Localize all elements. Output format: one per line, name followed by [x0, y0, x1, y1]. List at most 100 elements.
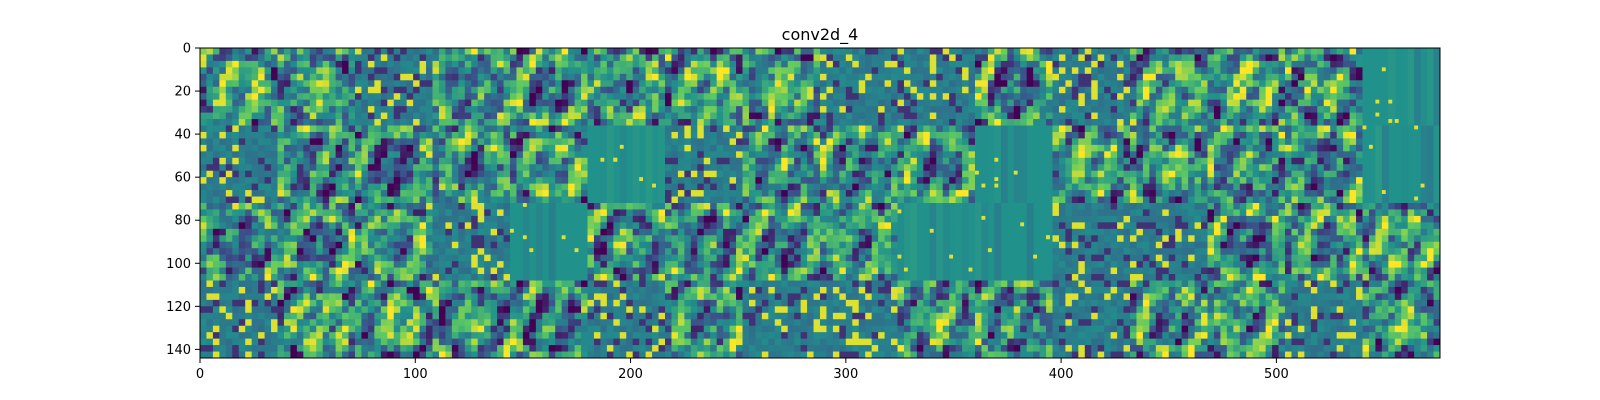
activation-pixel [1213, 73, 1221, 81]
activation-pixel [1272, 196, 1279, 204]
activation-pixel [296, 222, 304, 230]
activation-pixel [309, 48, 317, 55]
activation-pixel [723, 254, 730, 262]
activation-pixel [471, 112, 479, 120]
activation-pixel [516, 80, 524, 88]
activation-pixel [296, 138, 304, 146]
activation-pixel [245, 190, 253, 197]
activation-pixel [419, 261, 427, 268]
activation-pixel [1097, 67, 1105, 75]
activation-pixel [342, 99, 349, 107]
activation-pixel [665, 177, 672, 185]
activation-pixel [645, 203, 653, 210]
activation-pixel [438, 274, 446, 281]
activation-pixel [574, 112, 582, 120]
activation-pixel [929, 106, 937, 113]
activation-pixel [561, 125, 569, 133]
activation-pixel [1272, 119, 1279, 126]
activation-pixel [929, 196, 937, 204]
activation-pixel [832, 190, 840, 197]
activation-pixel [484, 144, 492, 152]
activation-pixel [955, 73, 963, 81]
activation-pixel [1020, 67, 1028, 75]
activation-pixel [807, 73, 814, 81]
activation-pixel [1155, 138, 1163, 146]
activation-pixel [884, 131, 892, 139]
activation-pixel [1201, 190, 1208, 197]
activation-pixel [471, 261, 479, 268]
activation-pixel [1259, 73, 1267, 81]
activation-pixel [723, 151, 730, 159]
activation-pixel [871, 119, 879, 126]
activation-pixel [484, 67, 492, 75]
activation-pixel [1226, 67, 1234, 75]
activation-pixel [723, 80, 730, 88]
activation-pixel [1142, 106, 1150, 113]
activation-pixel [451, 99, 459, 107]
activation-pixel [1175, 125, 1183, 133]
activation-pixel [1071, 99, 1079, 107]
activation-pixel [1084, 183, 1092, 191]
activation-pixel [271, 196, 278, 204]
activation-pixel [393, 177, 401, 185]
activation-pixel [962, 190, 969, 197]
activation-pixel [510, 228, 514, 233]
activation-pixel [1336, 73, 1344, 81]
activation-pixel [1052, 48, 1060, 55]
activation-pixel [832, 93, 840, 101]
activation-pixel [484, 241, 492, 249]
activation-pixel [1297, 177, 1305, 185]
activation-pixel [1246, 190, 1254, 197]
activation-pixel [574, 106, 582, 113]
activation-pixel [464, 203, 472, 210]
activation-pixel [626, 222, 634, 230]
activation-pixel [1149, 86, 1157, 94]
activation-pixel [981, 80, 989, 88]
activation-pixel [1130, 99, 1137, 107]
activation-pixel [665, 222, 672, 230]
activation-pixel [1265, 131, 1273, 139]
activation-pixel [219, 54, 227, 62]
activation-pixel [929, 164, 937, 172]
activation-pixel [1123, 138, 1131, 146]
activation-pixel [277, 112, 285, 120]
activation-pixel [1336, 190, 1344, 197]
activation-pixel [529, 138, 537, 146]
activation-pixel [335, 261, 343, 268]
activation-pixel [820, 112, 827, 120]
activation-pixel [413, 261, 420, 268]
activation-stripe [1020, 125, 1028, 203]
activation-pixel [865, 106, 873, 113]
activation-pixel [490, 93, 498, 101]
activation-pixel [903, 190, 911, 197]
activation-pixel [419, 190, 427, 197]
activation-pixel [968, 157, 976, 165]
activation-pixel [839, 99, 847, 107]
activation-pixel [322, 228, 330, 236]
activation-pixel [671, 228, 679, 236]
activation-pixel [619, 144, 624, 149]
activation-pixel [309, 54, 317, 62]
activation-pixel [723, 131, 730, 139]
activation-pixel [600, 248, 608, 256]
activation-pixel [723, 196, 730, 204]
activation-pixel [522, 203, 527, 207]
activation-pixel [619, 80, 627, 88]
activation-pixel [994, 99, 1002, 107]
activation-pixel [529, 151, 537, 159]
activation-pixel [258, 164, 265, 172]
activation-pixel [729, 241, 737, 249]
activation-pixel [1323, 60, 1331, 68]
activation-pixel [445, 138, 453, 146]
activation-pixel [451, 241, 459, 249]
activation-pixel [387, 177, 395, 185]
activation-pixel [393, 170, 401, 178]
activation-pixel [981, 99, 989, 107]
activation-pixel [290, 267, 298, 275]
activation-pixel [807, 67, 814, 75]
activation-stripe [632, 125, 640, 203]
activation-pixel [839, 183, 847, 191]
activation-pixel [529, 248, 534, 253]
activation-pixel [458, 131, 466, 139]
activation-pixel [1259, 67, 1267, 75]
